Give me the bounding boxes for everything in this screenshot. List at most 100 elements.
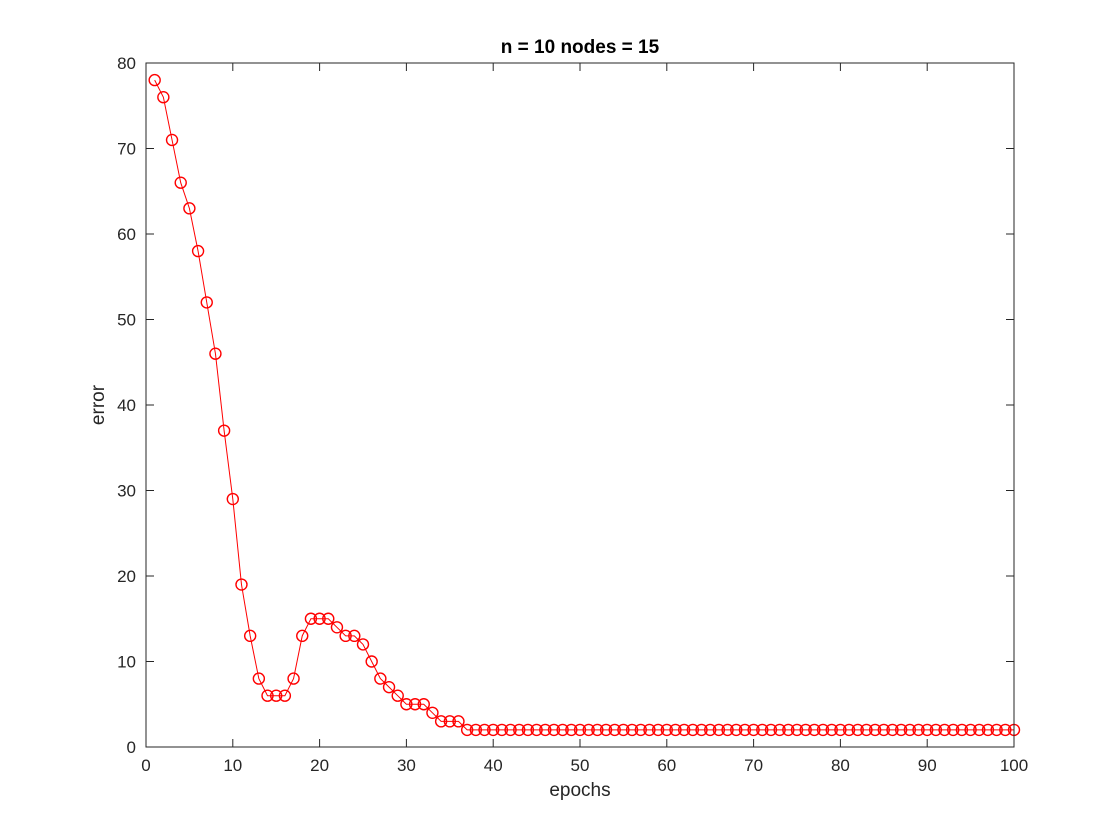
data-point (270, 689, 283, 702)
data-point (330, 621, 344, 634)
data-point (599, 723, 613, 737)
data-point (790, 723, 804, 737)
data-point (504, 723, 517, 737)
data-point (973, 723, 986, 737)
series-error (148, 73, 1021, 737)
data-point (617, 723, 630, 737)
y-axis-label: error (88, 384, 109, 425)
data-point (860, 723, 873, 737)
data-point (165, 133, 179, 147)
data-point (296, 629, 309, 643)
data-point (382, 680, 396, 694)
data-point (565, 723, 578, 737)
data-point (947, 723, 960, 737)
data-point (764, 723, 778, 737)
data-point (730, 723, 743, 737)
y-tick-label: 70 (117, 140, 136, 159)
data-point (834, 723, 847, 737)
data-point (313, 612, 326, 625)
x-tick-label: 10 (223, 756, 242, 775)
data-point (651, 723, 665, 737)
data-point (886, 723, 899, 737)
data-point (582, 723, 595, 737)
data-point (261, 689, 274, 702)
data-point (278, 689, 292, 702)
data-point (591, 723, 604, 737)
data-point (634, 723, 647, 737)
axis-ticks: 0 10 20 30 40 50 60 70 80 90 100 0 10 20 30 40 50 60 70 80 (117, 54, 1028, 775)
data-point (660, 723, 673, 737)
y-tick-label: 20 (117, 567, 136, 586)
data-point (226, 492, 240, 506)
data-point (183, 202, 196, 215)
data-point (304, 612, 318, 625)
x-tick-label: 90 (918, 756, 937, 775)
data-point (556, 723, 569, 737)
data-point (773, 723, 786, 737)
data-point (999, 723, 1012, 737)
x-axis-label: epochs (549, 780, 610, 801)
data-point (209, 347, 222, 360)
data-point (964, 723, 977, 737)
data-point (738, 723, 752, 737)
data-point (426, 706, 439, 719)
data-point (677, 723, 691, 737)
data-point (625, 723, 639, 737)
data-point (894, 723, 908, 737)
series-line (154, 79, 1014, 731)
data-point (217, 424, 231, 437)
y-tick-label: 30 (117, 482, 136, 501)
data-point (487, 723, 500, 737)
y-tick-label: 10 (117, 653, 136, 672)
data-point (981, 723, 995, 737)
x-tick-label: 60 (657, 756, 676, 775)
data-point (686, 723, 700, 737)
data-point (339, 629, 352, 643)
data-point (287, 672, 300, 685)
data-point (157, 90, 170, 104)
data-point (782, 723, 795, 737)
data-point (912, 723, 925, 737)
y-tick-label: 40 (117, 396, 136, 415)
data-point (808, 723, 821, 737)
data-point (374, 672, 387, 685)
data-point (938, 723, 951, 737)
data-point (903, 723, 917, 737)
chart-title: n = 10 nodes = 15 (501, 37, 660, 58)
x-tick-label: 100 (1000, 756, 1028, 775)
data-point (669, 723, 682, 737)
data-point (990, 723, 1003, 737)
data-point (521, 723, 535, 737)
data-point (460, 723, 474, 737)
x-tick-label: 70 (744, 756, 763, 775)
data-point (513, 723, 526, 737)
data-point (721, 723, 734, 737)
data-point (842, 723, 856, 737)
data-point (356, 638, 370, 651)
data-point (252, 672, 266, 685)
data-point (348, 629, 361, 643)
data-point (877, 723, 890, 737)
data-point (573, 723, 587, 737)
data-point (391, 689, 404, 702)
y-tick-label: 80 (117, 54, 136, 73)
data-point (608, 723, 621, 737)
x-tick-label: 40 (484, 756, 503, 775)
data-point (322, 612, 335, 625)
data-point (400, 698, 413, 711)
data-point (704, 723, 717, 737)
data-point (868, 723, 882, 737)
data-point (756, 723, 769, 737)
y-tick-label: 0 (127, 738, 136, 757)
x-tick-label: 50 (571, 756, 590, 775)
data-point (712, 723, 726, 737)
data-point (235, 578, 248, 591)
data-point (921, 723, 934, 737)
data-point (929, 723, 943, 737)
data-point (816, 723, 830, 737)
data-point (243, 629, 257, 643)
data-point (530, 723, 543, 737)
x-tick-label: 80 (831, 756, 850, 775)
data-point (443, 715, 456, 728)
data-point (452, 715, 465, 728)
